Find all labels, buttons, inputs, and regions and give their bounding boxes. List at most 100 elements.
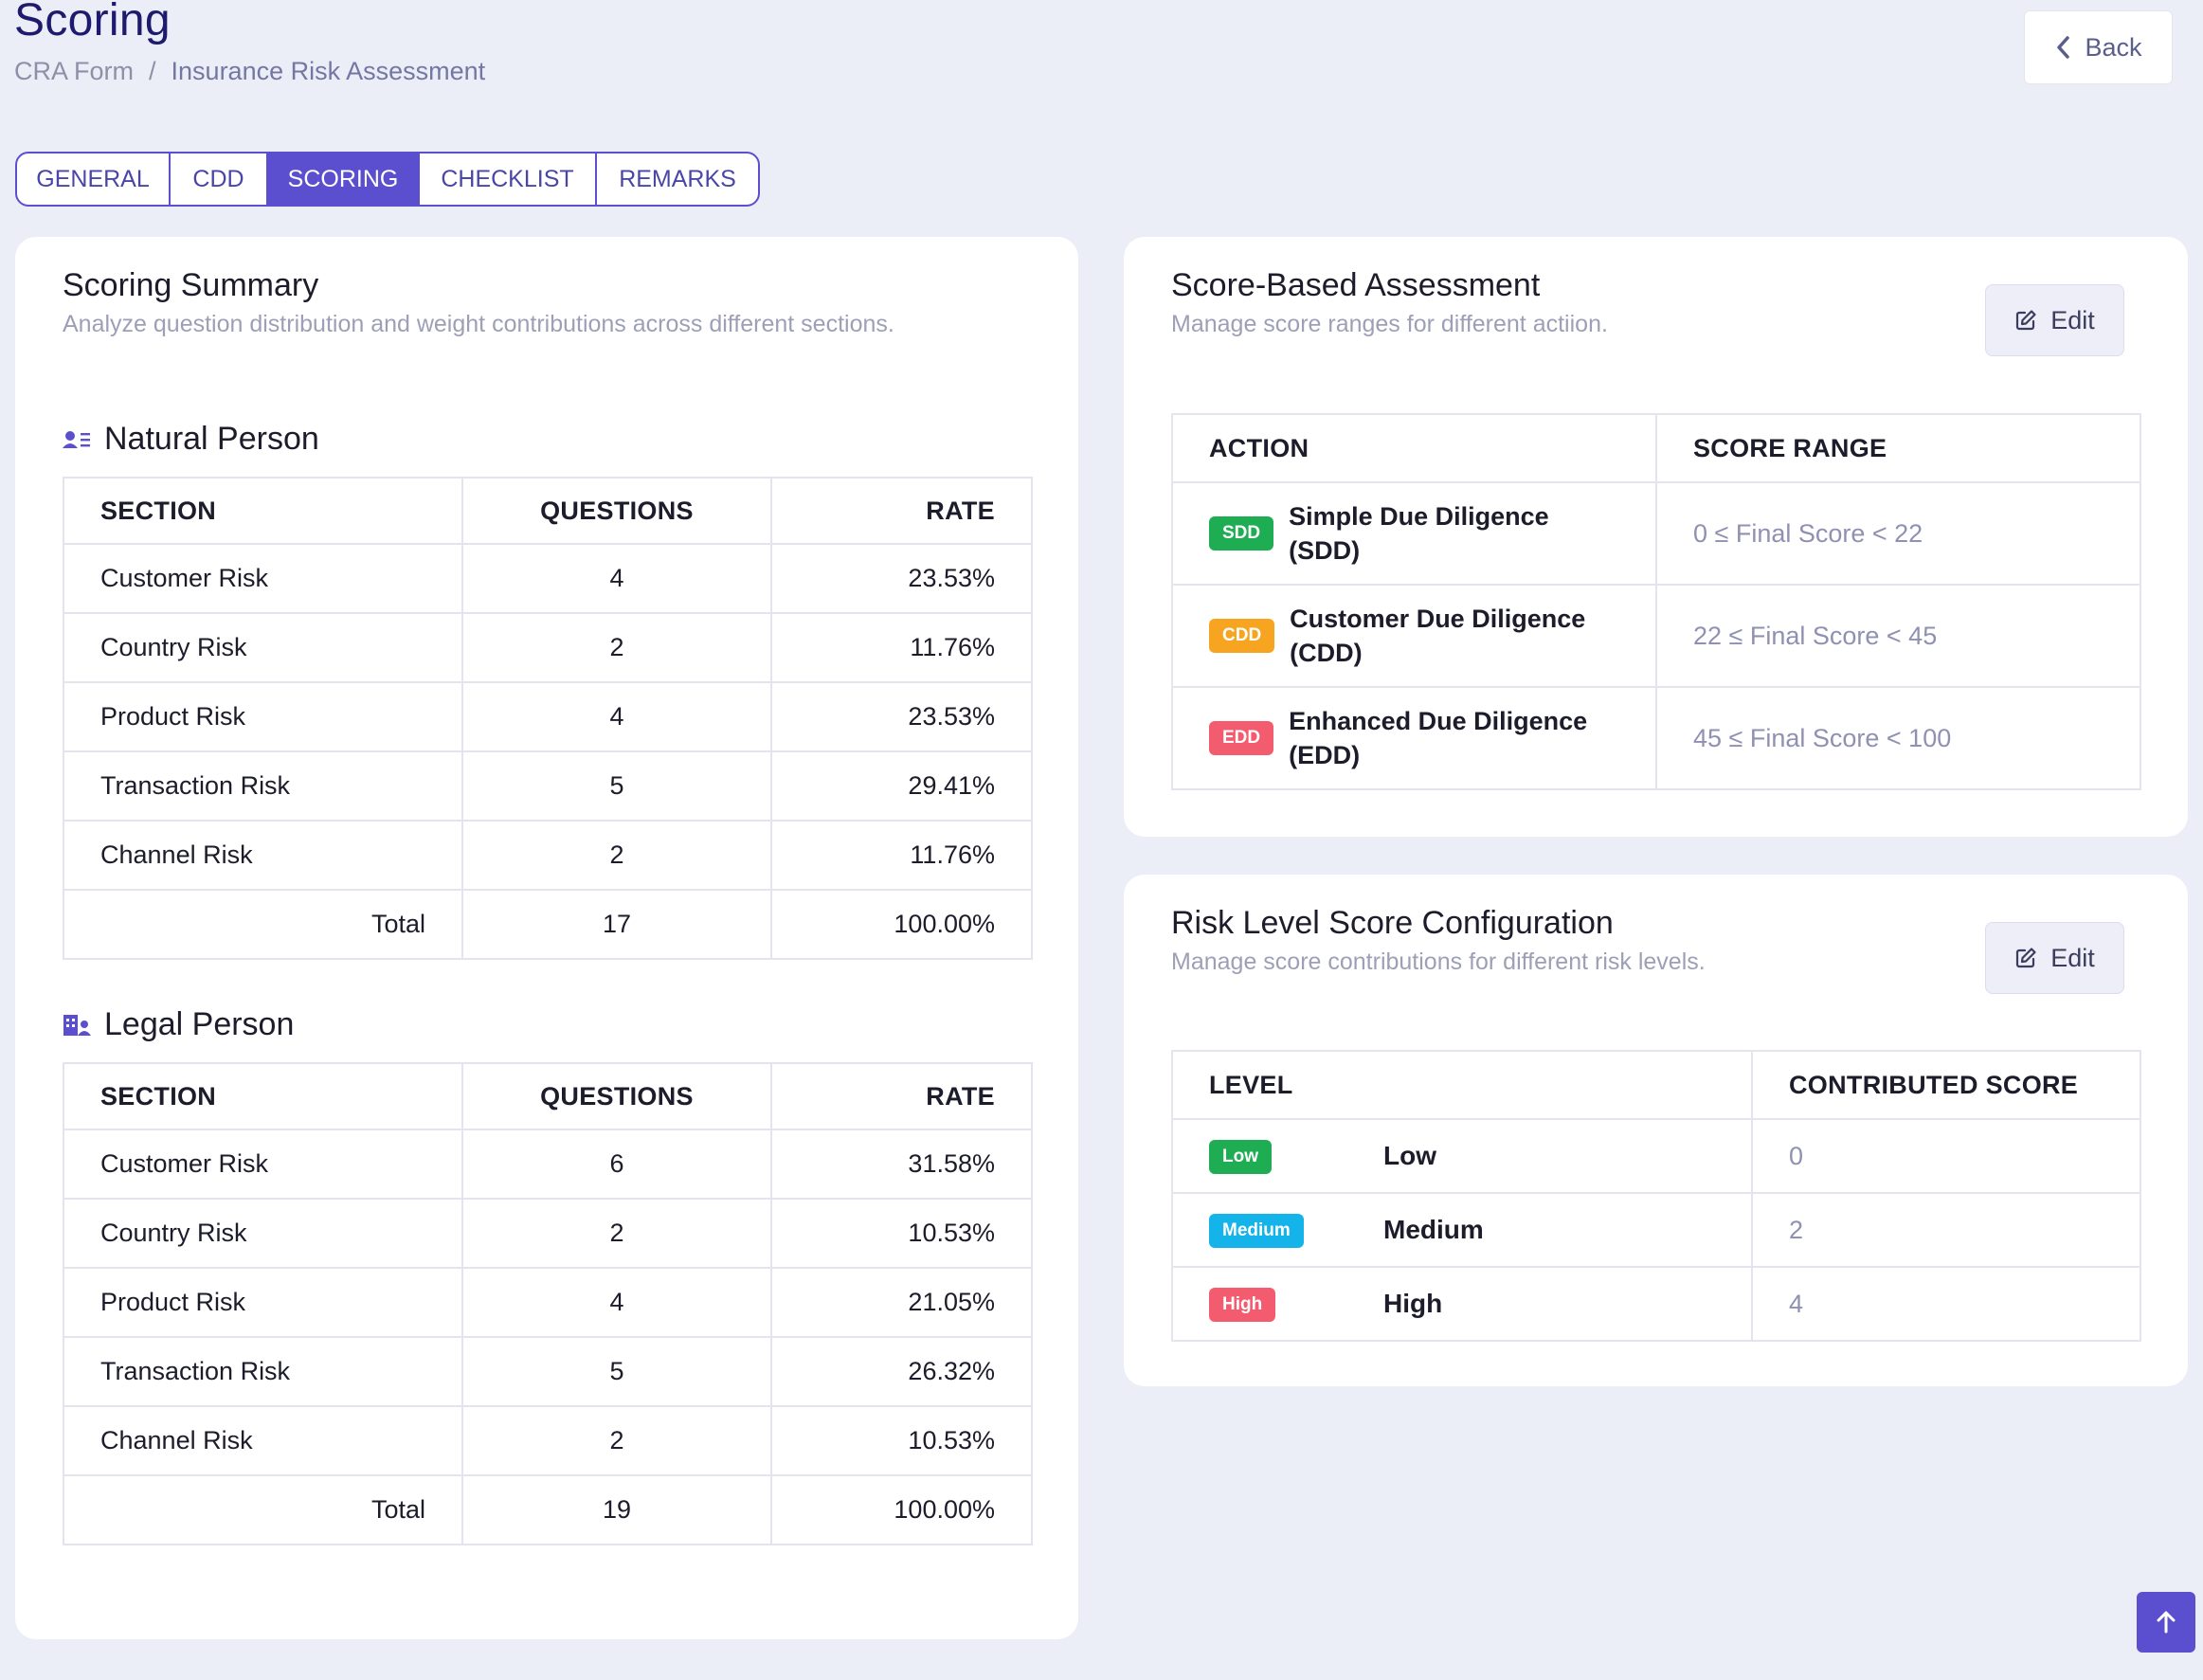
back-button[interactable]: Back [2024,10,2173,84]
risk-level-config-card: Risk Level Score Configuration Manage sc… [1124,875,2188,1386]
questions-cell: 2 [461,1198,772,1269]
risk-level-edit-button[interactable]: Edit [1985,922,2124,994]
breadcrumb: CRA Form / Insurance Risk Assessment [14,57,485,86]
total-questions: 19 [461,1474,772,1545]
table-row: EDD Enhanced Due Diligence (EDD) 45 ≤ Fi… [1171,686,2141,790]
tab-general[interactable]: GENERAL [17,154,171,205]
cdd-badge: CDD [1209,619,1275,653]
total-label: Total [63,1474,463,1545]
table-header-row: LEVEL CONTRIBUTED SCORE [1171,1050,2141,1120]
level-name: High [1383,1289,1443,1318]
natural-person-title: Natural Person [104,421,319,457]
person-list-icon [63,430,90,448]
risk-level-table: LEVEL CONTRIBUTED SCORE Low Low 0 Medium… [1171,1050,2141,1342]
legal-person-title: Legal Person [104,1006,295,1042]
column-header-questions: QUESTIONS [461,1062,772,1130]
column-header-action: ACTION [1171,413,1657,483]
score-range-cell: 0 ≤ Final Score < 22 [1655,481,2141,586]
total-questions: 17 [461,889,772,960]
scroll-to-top-button[interactable] [2137,1592,2195,1653]
table-row: Country Risk 2 11.76% [63,612,1033,683]
column-header-section: SECTION [63,477,463,545]
questions-cell: 4 [461,681,772,752]
sdd-badge: SDD [1209,516,1274,551]
table-header-row: ACTION SCORE RANGE [1171,413,2141,483]
section-cell: Product Risk [63,681,463,752]
assessment-table: ACTION SCORE RANGE SDD Simple Due Dilige… [1171,413,2141,790]
table-row: High High 4 [1171,1266,2141,1342]
column-header-questions: QUESTIONS [461,477,772,545]
risk-level-subtitle: Manage score contributions for different… [1171,948,1706,975]
table-row: Transaction Risk 5 29.41% [63,750,1033,822]
building-person-icon [63,1014,91,1036]
edit-icon [2016,310,2036,331]
rate-cell: 29.41% [770,750,1033,822]
action-cell: EDD Enhanced Due Diligence (EDD) [1209,704,1619,772]
action-label-line2: (CDD) [1290,639,1363,667]
scoring-summary-card: Scoring Summary Analyze question distrib… [15,237,1078,1639]
table-total-row: Total 19 100.00% [63,1474,1033,1545]
rate-cell: 23.53% [770,543,1033,614]
rate-cell: 10.53% [770,1405,1033,1476]
questions-cell: 5 [461,1336,772,1407]
table-row: Medium Medium 2 [1171,1192,2141,1268]
level-name: Medium [1383,1215,1484,1244]
action-cell: SDD Simple Due Diligence (SDD) [1209,499,1619,568]
action-label: Simple Due Diligence (SDD) [1289,499,1549,568]
assessment-subtitle: Manage score ranges for different actiio… [1171,311,1608,337]
table-row: Low Low 0 [1171,1118,2141,1194]
action-label: Enhanced Due Diligence (EDD) [1289,704,1587,772]
assessment-title: Score-Based Assessment [1171,267,1541,303]
scoring-summary-title: Scoring Summary [63,267,319,303]
breadcrumb-link-cra-form[interactable]: CRA Form [14,57,135,85]
scoring-summary-subtitle: Analyze question distribution and weight… [63,311,894,337]
column-header-section: SECTION [63,1062,463,1130]
breadcrumb-separator: / [149,57,156,85]
rate-cell: 11.76% [770,820,1033,891]
action-label: Customer Due Diligence (CDD) [1290,602,1585,670]
section-cell: Channel Risk [63,820,463,891]
legal-person-table: SECTION QUESTIONS RATE Customer Risk 6 3… [63,1062,1033,1545]
score-based-assessment-card: Score-Based Assessment Manage score rang… [1124,237,2188,837]
tab-cdd[interactable]: CDD [171,154,268,205]
section-cell: Product Risk [63,1267,463,1338]
questions-cell: 2 [461,1405,772,1476]
table-row: Customer Risk 6 31.58% [63,1129,1033,1200]
questions-cell: 6 [461,1129,772,1200]
section-cell: Country Risk [63,1198,463,1269]
risk-level-title: Risk Level Score Configuration [1171,905,1614,941]
section-cell: Transaction Risk [63,1336,463,1407]
total-rate: 100.00% [770,1474,1033,1545]
section-cell: Transaction Risk [63,750,463,822]
legal-person-heading: Legal Person [63,1006,294,1043]
edd-badge: EDD [1209,721,1274,755]
section-cell: Country Risk [63,612,463,683]
natural-person-heading: Natural Person [63,421,319,458]
edit-label: Edit [2050,943,2095,972]
column-header-level: LEVEL [1171,1050,1753,1120]
column-header-rate: RATE [770,1062,1033,1130]
rate-cell: 21.05% [770,1267,1033,1338]
table-row: SDD Simple Due Diligence (SDD) 0 ≤ Final… [1171,481,2141,586]
medium-badge: Medium [1209,1213,1304,1248]
table-row: Channel Risk 2 10.53% [63,1405,1033,1476]
column-header-contributed-score: CONTRIBUTED SCORE [1751,1050,2141,1120]
rate-cell: 23.53% [770,681,1033,752]
high-badge: High [1209,1287,1276,1322]
table-row: Channel Risk 2 11.76% [63,820,1033,891]
edit-icon [2016,948,2036,968]
tab-checklist[interactable]: CHECKLIST [420,154,597,205]
score-range-cell: 45 ≤ Final Score < 100 [1655,686,2141,790]
total-label: Total [63,889,463,960]
section-cell: Channel Risk [63,1405,463,1476]
action-label-line2: (EDD) [1289,741,1361,769]
questions-cell: 2 [461,612,772,683]
table-header-row: SECTION QUESTIONS RATE [63,1062,1033,1130]
tab-remarks[interactable]: REMARKS [619,165,736,192]
assessment-edit-button[interactable]: Edit [1985,284,2124,356]
tab-scoring[interactable]: SCORING [268,154,420,205]
arrow-up-icon [2157,1611,2176,1634]
section-cell: Customer Risk [63,1129,463,1200]
action-label-line1: Enhanced Due Diligence [1289,707,1588,735]
table-row: Country Risk 2 10.53% [63,1198,1033,1269]
